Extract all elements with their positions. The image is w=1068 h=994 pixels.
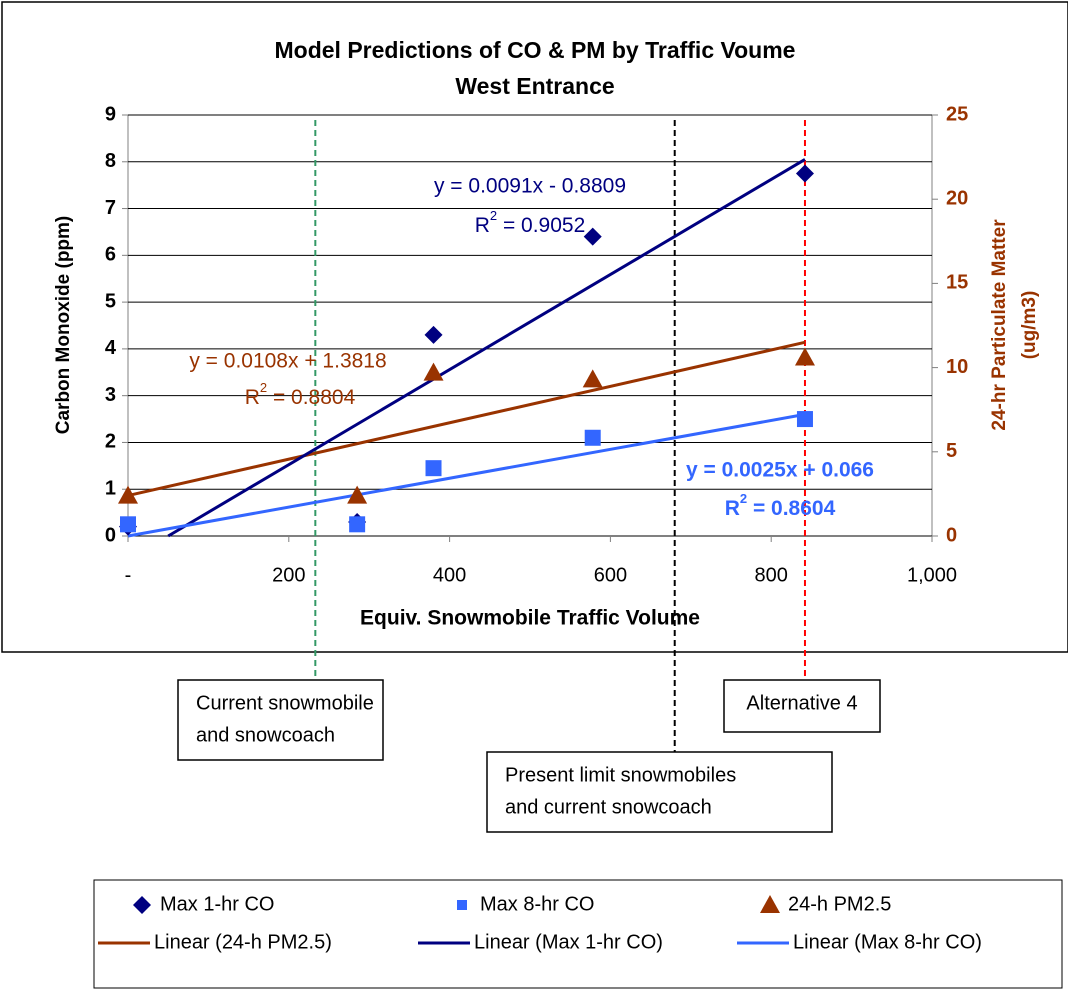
diamond-marker <box>424 325 443 344</box>
y-tick-label: 4 <box>105 337 117 359</box>
r-squared-symbol: R <box>245 386 260 409</box>
x-tick-label: 400 <box>433 564 466 586</box>
chart-title: West Entrance <box>455 73 614 99</box>
x-tick-label: 800 <box>755 564 788 586</box>
square-marker <box>425 460 442 477</box>
legend-label: 24-h PM2.5 <box>788 893 891 915</box>
y-tick-label: 6 <box>105 244 116 266</box>
trend-line <box>127 340 806 498</box>
trend-equation: y = 0.0108x + 1.3818 <box>189 350 386 373</box>
y2-axis-title: (ug/m3) <box>1019 291 1040 360</box>
triangle-marker <box>347 485 368 504</box>
trend-line <box>127 412 806 538</box>
callout-box <box>723 679 881 733</box>
triangle-marker <box>582 369 603 388</box>
legend-label: Linear (24-h PM2.5) <box>154 931 332 953</box>
r-squared-value: = 0.9052 <box>497 214 585 237</box>
r-squared: R2 = 0.8604 <box>725 491 836 519</box>
x-tick-label: 600 <box>594 564 627 586</box>
r-squared-value: = 0.8804 <box>267 386 355 409</box>
x-tick-label: 200 <box>272 564 305 586</box>
legend-label: Linear (Max 8-hr CO) <box>793 931 982 953</box>
legend-label: Linear (Max 1-hr CO) <box>474 931 663 953</box>
callout-label: and snowcoach <box>196 724 335 746</box>
trend-equation: y = 0.0025x + 0.066 <box>686 459 874 482</box>
y-tick-label: 1 <box>105 478 116 500</box>
x-tick-label: - <box>125 564 132 586</box>
legend-marker <box>133 896 151 914</box>
y2-tick-label: 25 <box>946 103 968 125</box>
r-squared: R2 = 0.9052 <box>475 208 586 236</box>
y-tick-label: 5 <box>105 290 116 312</box>
x-axis-title: Equiv. Snowmobile Traffic Volume <box>360 607 700 630</box>
legend <box>93 879 1063 989</box>
x-tick-label: 1,000 <box>907 564 957 586</box>
r-squared-exponent: 2 <box>740 491 747 506</box>
r-squared-exponent: 2 <box>490 208 497 223</box>
legend-marker <box>760 895 780 913</box>
square-marker <box>796 411 813 428</box>
square-marker <box>584 429 601 446</box>
y-tick-label: 2 <box>105 431 116 453</box>
triangle-marker <box>794 347 815 366</box>
chart-title: Model Predictions of CO & PM by Traffic … <box>275 37 796 63</box>
diamond-marker <box>583 227 602 246</box>
triangle-marker <box>118 485 138 504</box>
r-squared-symbol: R <box>725 497 740 520</box>
r-squared: R2 = 0.8804 <box>245 380 356 408</box>
legend-marker <box>457 900 467 910</box>
legend-label: Max 1-hr CO <box>160 893 274 915</box>
y2-tick-label: 10 <box>946 356 968 378</box>
square-marker <box>349 516 366 533</box>
y-axis-title: Carbon Monoxide (ppm) <box>53 216 74 434</box>
y2-tick-label: 20 <box>946 187 968 209</box>
callout-label: and current snowcoach <box>505 796 712 818</box>
legend-label: Max 8-hr CO <box>480 893 594 915</box>
y2-tick-label: 0 <box>946 524 957 546</box>
callout-label: Alternative 4 <box>746 692 857 714</box>
trend-equation: y = 0.0091x - 0.8809 <box>434 175 626 198</box>
square-marker <box>120 516 136 533</box>
y-tick-label: 0 <box>105 524 116 546</box>
y-tick-label: 8 <box>105 150 116 172</box>
y2-tick-label: 15 <box>946 272 968 294</box>
diamond-marker <box>795 164 814 183</box>
y2-axis-title: 24-hr Particulate Matter <box>989 219 1010 431</box>
y2-tick-label: 5 <box>946 440 957 462</box>
r-squared-value: = 0.8604 <box>747 497 835 520</box>
r-squared-symbol: R <box>475 214 490 237</box>
y-tick-label: 9 <box>105 103 116 125</box>
r-squared-exponent: 2 <box>260 380 267 395</box>
callout-box <box>177 679 384 761</box>
y-tick-label: 3 <box>105 384 116 406</box>
callout-label: Present limit snowmobiles <box>505 764 736 786</box>
y-tick-label: 7 <box>105 197 116 219</box>
callout-label: Current snowmobile <box>196 692 374 714</box>
trend-line <box>167 158 806 538</box>
triangle-marker <box>423 362 444 381</box>
callout-box <box>486 751 833 833</box>
